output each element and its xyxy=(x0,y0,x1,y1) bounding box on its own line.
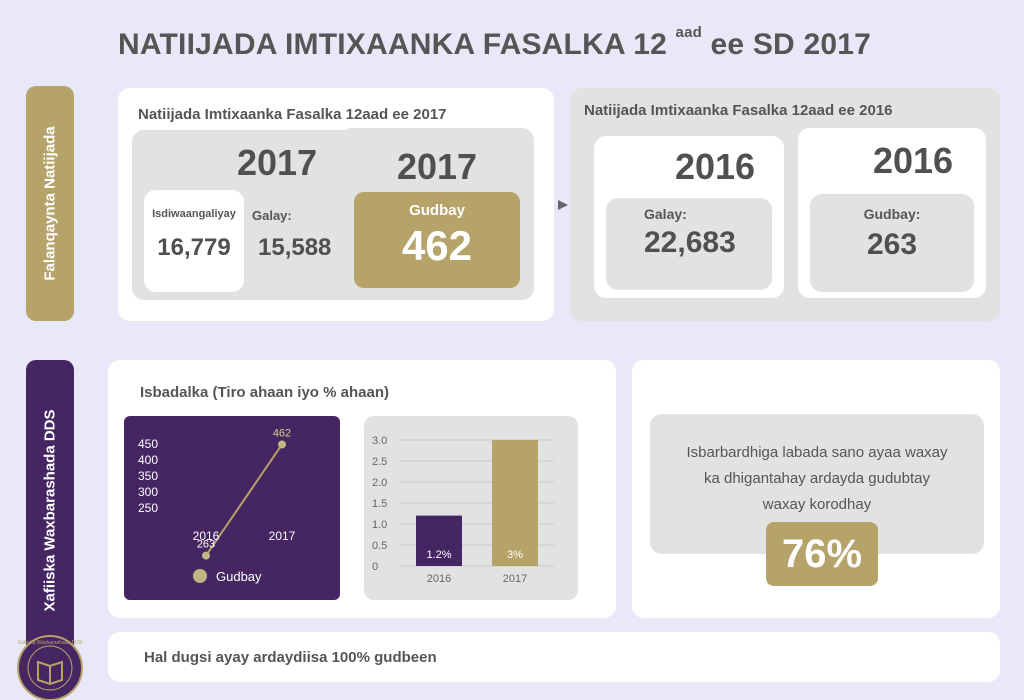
office-logo: Xafiiska Waxbarashada DDS xyxy=(12,630,90,700)
line-chart-panel: 450 400 350 300 250 263 462 2016 2017 Gudbay xyxy=(124,416,340,600)
passed-2016-box: Galay: 22,683 xyxy=(606,198,772,290)
sidebar-tab-results[interactable]: Falanqaynta Natiijada xyxy=(26,86,74,321)
y-tick-label: 400 xyxy=(138,453,158,467)
results-2017-heading: Natiijada Imtixaanka Fasalka 12aad ee 20… xyxy=(138,106,447,123)
x-tick-label: 2017 xyxy=(269,529,296,543)
passed-2017-value: 15,588 xyxy=(258,234,332,261)
failed-2017-panel: 2017 Gudbay 462 xyxy=(340,128,534,300)
bar xyxy=(416,515,462,566)
data-label: 263 xyxy=(197,539,215,551)
x-tick-label: 2016 xyxy=(193,529,220,543)
failed-2016-panel: 2016 Gudbay: 263 xyxy=(798,128,986,298)
series-line xyxy=(205,443,283,557)
x-tick-label: 2016 xyxy=(427,573,451,585)
y-tick-label: 350 xyxy=(138,469,158,483)
y-tick-label: 1.0 xyxy=(372,519,387,531)
passed-2016-panel: 2016 Galay: 22,683 xyxy=(594,136,784,298)
failed-2017-value: 462 xyxy=(401,222,473,269)
failed-2017-label: Gudbay xyxy=(409,202,465,219)
failed-2016-label: Gudbay: xyxy=(863,206,921,222)
summary-percent-badge: 76% xyxy=(766,522,878,586)
y-tick-label: 2.0 xyxy=(372,477,387,489)
bar xyxy=(492,440,538,566)
failed-2016-value: 263 xyxy=(866,228,918,261)
registered-box: Isdiwaangaliyay 16,779 xyxy=(144,190,244,292)
registered-label: Isdiwaangaliyay xyxy=(152,208,236,220)
bar-chart-panel: 3.0 2.5 2.0 1.5 1.0 0.5 0 1.2% 2016 3% 2017 xyxy=(364,416,578,600)
results-2017-card: Natiijada Imtixaanka Fasalka 12aad ee 20… xyxy=(118,88,554,321)
data-label: 462 xyxy=(273,427,291,439)
arrow-right-icon xyxy=(556,198,570,212)
results-2016-heading: Natiijada Imtixaanka Fasalka 12aad ee 20… xyxy=(584,102,893,119)
registered-value: 16,779 xyxy=(157,234,231,261)
results-2017-panel: 2017 Isdiwaangaliyay 16,779 Galay: 15,58… xyxy=(132,130,462,300)
y-tick-label: 1.5 xyxy=(372,498,387,510)
summary-card: Isbarbardhiga labada sano ayaa waxay ka … xyxy=(632,360,1000,618)
logo-lettering: Xafiiska Waxbarashada DDS xyxy=(18,640,83,646)
results-2016-card: Natiijada Imtixaanka Fasalka 12aad ee 20… xyxy=(570,88,1000,321)
data-point xyxy=(278,440,286,449)
failed-2016-year: 2016 xyxy=(872,140,954,181)
legend-marker xyxy=(193,569,207,583)
failed-2017-box: Gudbay 462 xyxy=(354,192,520,288)
y-tick-label: 0 xyxy=(372,561,378,573)
y-tick-label: 0.5 xyxy=(372,540,387,552)
passed-2017-label: Galay: xyxy=(252,208,292,223)
results-2017-year: 2017 xyxy=(236,142,318,183)
data-point xyxy=(202,551,210,560)
line-chart: 450 400 350 300 250 263 462 2016 2017 Gudbay xyxy=(138,427,296,584)
summary-text: Isbarbardhiga labada sano ayaa waxay ka … xyxy=(686,444,948,513)
y-tick-label: 450 xyxy=(138,437,158,451)
legend-label: Gudbay xyxy=(216,569,262,584)
bar-chart: 3.0 2.5 2.0 1.5 1.0 0.5 0 1.2% 2016 3% 2017 xyxy=(372,435,554,585)
passed-2016-value: 22,683 xyxy=(644,226,736,259)
y-tick-label: 300 xyxy=(138,485,158,499)
bar-data-label: 3% xyxy=(507,549,523,561)
change-card: Isbadalka (Tiro ahaan iyo % ahaan) 450 40… xyxy=(108,360,616,618)
footer-note-card: Hal dugsi ayay ardaydiisa 100% gudbeen xyxy=(108,632,1000,682)
x-tick-label: 2017 xyxy=(503,573,527,585)
y-tick-label: 2.5 xyxy=(372,456,387,468)
y-tick-label: 250 xyxy=(138,501,158,515)
bar-data-label: 1.2% xyxy=(426,549,451,561)
failed-2016-box: Gudbay: 263 xyxy=(810,194,974,292)
change-heading: Isbadalka (Tiro ahaan iyo % ahaan) xyxy=(140,384,389,401)
passed-2016-year: 2016 xyxy=(674,146,756,187)
sidebar-tab-office[interactable]: Xafiiska Waxbarashada DDS xyxy=(26,360,74,660)
footer-note: Hal dugsi ayay ardaydiisa 100% gudbeen xyxy=(144,649,437,666)
y-tick-label: 3.0 xyxy=(372,435,387,447)
passed-2016-label: Galay: xyxy=(644,206,687,222)
failed-2017-year: 2017 xyxy=(396,146,478,187)
page-title: NATIIJADA IMTIXAANKA FASALKA 12 aad ee S… xyxy=(118,24,871,61)
